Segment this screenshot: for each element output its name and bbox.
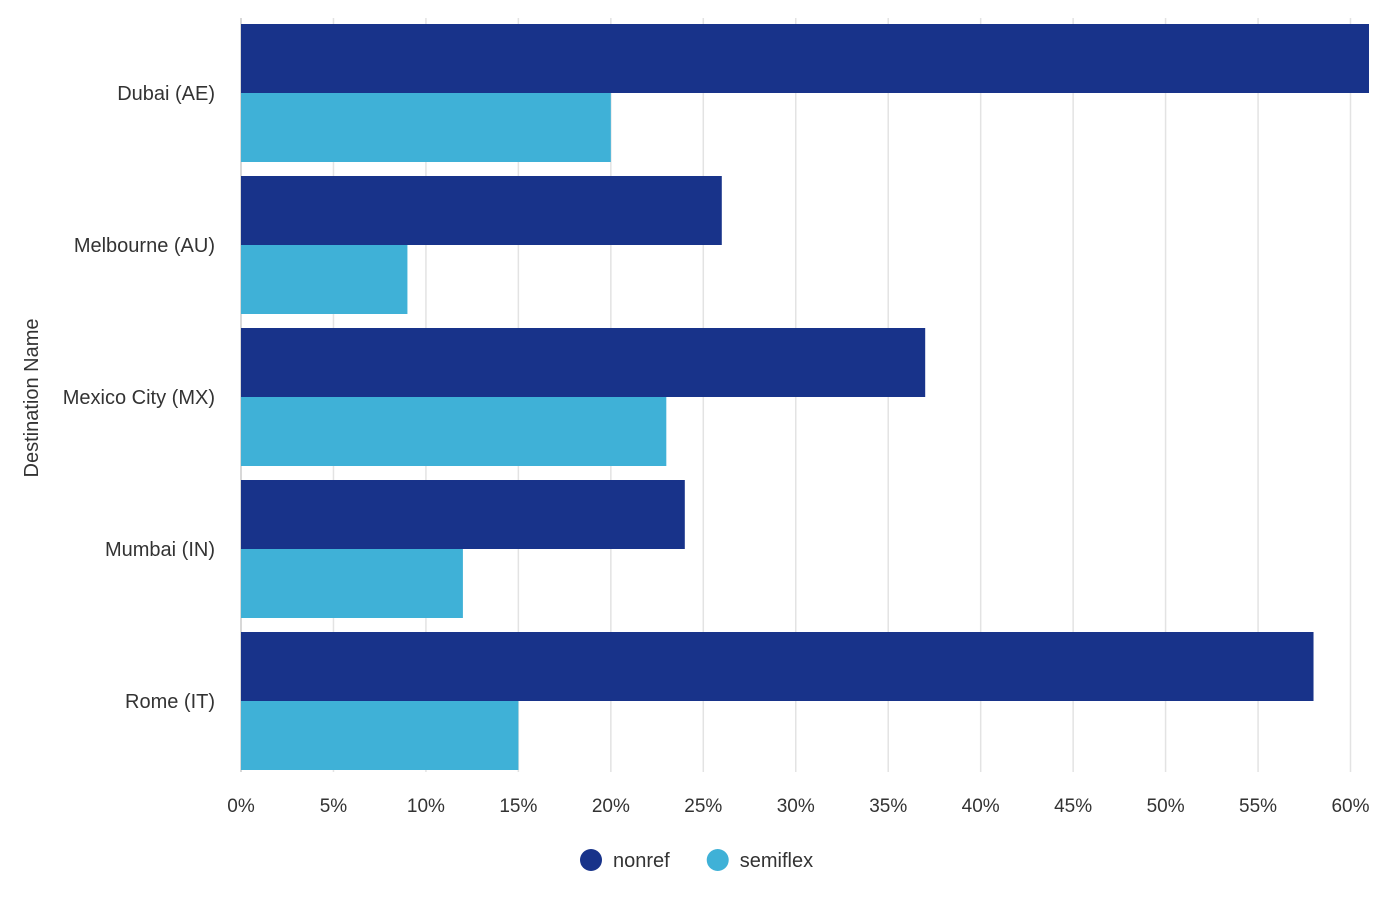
- x-tick-label: 50%: [1147, 796, 1185, 817]
- category-label: Rome (IT): [125, 691, 215, 713]
- category-labels: Dubai (AE) Melbourne (AU) Mexico City (MX)…: [63, 83, 215, 713]
- x-tick-label: 0%: [227, 796, 255, 817]
- x-axis-tick-labels: 0% 5% 10% 15% 20% 25% 30% 35% 40% 45% 50% 55% 60%: [227, 796, 1369, 817]
- bar-semiflex: [241, 701, 519, 770]
- y-axis-title: Destination Name: [21, 319, 43, 478]
- legend-item: semiflex: [706, 849, 813, 872]
- bar-semiflex: [241, 93, 611, 162]
- legend-label: semiflex: [740, 850, 813, 872]
- category-label: Mexico City (MX): [63, 387, 215, 409]
- legend-swatch: [580, 849, 602, 871]
- bar-nonref: [241, 632, 1314, 701]
- x-tick-label: 20%: [592, 796, 630, 817]
- x-tick-label: 35%: [869, 796, 907, 817]
- bars: [241, 24, 1369, 770]
- category-label: Melbourne (AU): [74, 235, 215, 257]
- legend-item: nonref: [580, 849, 670, 872]
- x-tick-label: 55%: [1239, 796, 1277, 817]
- bar-nonref: [241, 328, 926, 397]
- x-tick-label: 15%: [499, 796, 537, 817]
- bar-semiflex: [241, 245, 408, 314]
- x-tick-label: 5%: [320, 796, 348, 817]
- bar-nonref: [241, 24, 1369, 93]
- x-tick-label: 25%: [684, 796, 722, 817]
- x-tick-label: 60%: [1331, 796, 1369, 817]
- legend: nonref semiflex: [580, 849, 813, 872]
- bar-semiflex: [241, 397, 667, 466]
- legend-swatch: [706, 849, 729, 871]
- x-tick-label: 45%: [1054, 796, 1092, 817]
- bar-nonref: [241, 176, 722, 245]
- category-label: Dubai (AE): [117, 83, 215, 105]
- legend-label: nonref: [613, 850, 670, 872]
- bar-semiflex: [241, 549, 463, 618]
- x-tick-label: 30%: [777, 796, 815, 817]
- bar-nonref: [241, 480, 685, 549]
- x-tick-label: 40%: [962, 796, 1000, 817]
- x-tick-label: 10%: [407, 796, 445, 817]
- category-label: Mumbai (IN): [105, 539, 215, 561]
